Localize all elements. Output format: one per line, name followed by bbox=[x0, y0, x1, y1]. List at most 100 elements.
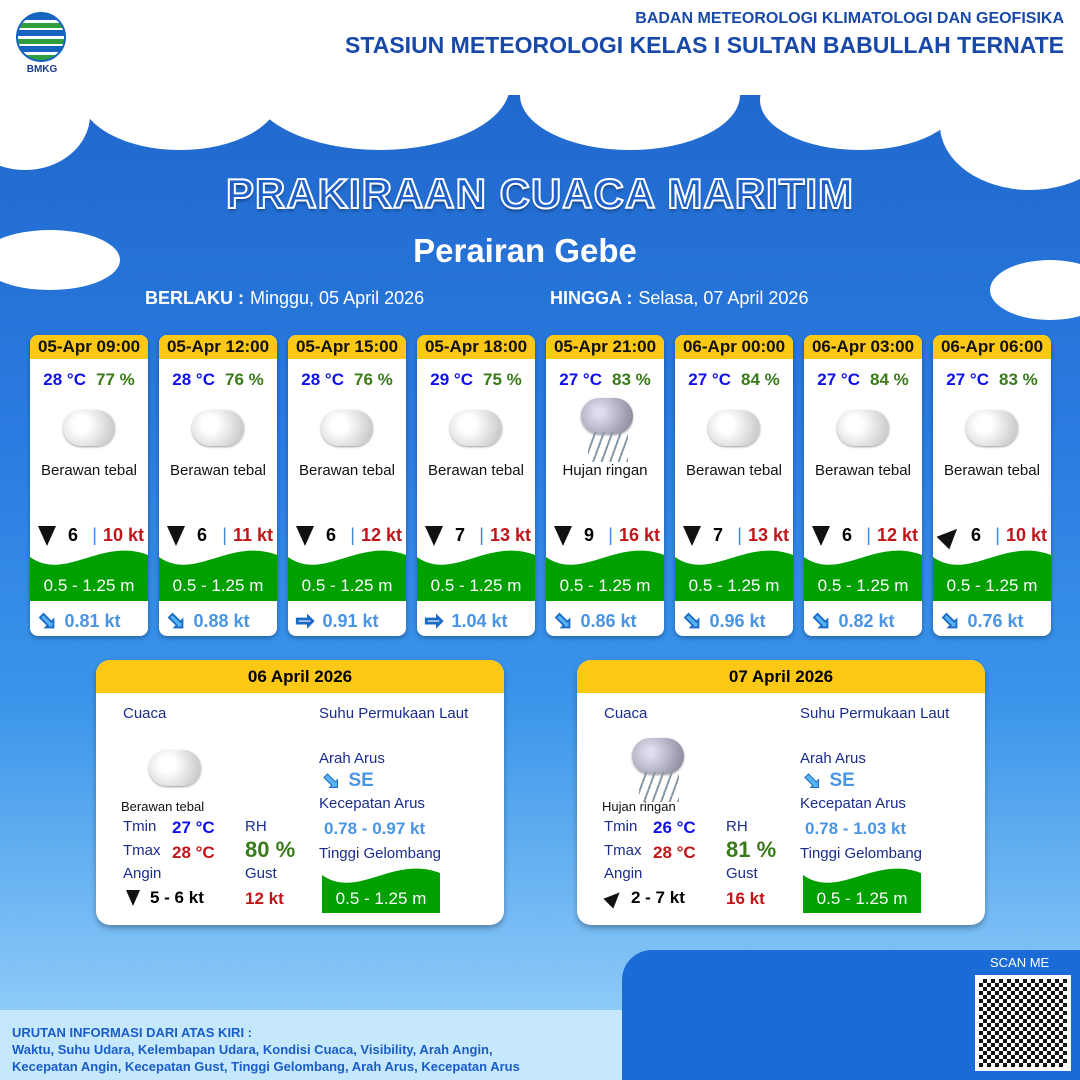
current-speed: 0.91 kt bbox=[322, 610, 379, 631]
daily-summary-card: 06 April 2026 Cuaca Berawan tebal Tmin 2… bbox=[96, 660, 504, 925]
forecast-time: 05-Apr 15:00 bbox=[288, 335, 406, 359]
forecast-time: 06-Apr 00:00 bbox=[675, 335, 793, 359]
current-speed-value: 0.78 - 0.97 kt bbox=[324, 819, 426, 838]
current-dir-label: Arah Arus bbox=[800, 750, 866, 767]
divider: | bbox=[350, 525, 355, 545]
tmin-value: 27 °C bbox=[172, 818, 215, 837]
forecast-card: 06-Apr 06:00 27 °C 83 % Berawan tebal 6 | 1… bbox=[933, 335, 1051, 636]
air-temp: 27 °C bbox=[559, 370, 602, 389]
wind-direction-icon bbox=[167, 525, 185, 546]
wave-height: 0.5 - 1.25 m bbox=[288, 547, 406, 601]
air-temp: 28 °C bbox=[172, 370, 215, 389]
humidity: 76 % bbox=[353, 370, 393, 389]
weather-desc: Berawan tebal bbox=[121, 799, 205, 814]
wave-height: 0.5 - 1.25 m bbox=[322, 865, 440, 913]
valid-from: BERLAKU : Minggu, 05 April 2026 bbox=[145, 288, 425, 308]
current-speed-label: Kecepatan Arus bbox=[319, 795, 425, 812]
daily-date: 06 April 2026 bbox=[96, 660, 504, 693]
humidity: 84 % bbox=[740, 370, 780, 389]
scan-me-label: SCAN ME bbox=[990, 955, 1050, 970]
current-speed: 0.81 kt bbox=[64, 610, 121, 631]
wind-range: 2 - 7 kt bbox=[631, 888, 685, 907]
wind-speed: 6 bbox=[842, 525, 853, 545]
wave-label: Tinggi Gelombang bbox=[319, 845, 442, 862]
forecast-card: 06-Apr 03:00 27 °C 84 % Berawan tebal 6 | 1… bbox=[804, 335, 922, 636]
cloud-icon bbox=[288, 398, 406, 458]
current-direction-icon: ⬊ bbox=[802, 768, 822, 794]
valid-to: HINGGA : Selasa, 07 April 2026 bbox=[550, 288, 809, 308]
air-temp: 28 °C bbox=[43, 370, 86, 389]
wave-height: 0.5 - 1.25 m bbox=[546, 547, 664, 601]
forecast-time: 06-Apr 06:00 bbox=[933, 335, 1051, 359]
divider: | bbox=[737, 525, 742, 545]
forecast-card: 06-Apr 00:00 27 °C 84 % Berawan tebal 7 | 1… bbox=[675, 335, 793, 636]
cloud-decoration bbox=[520, 40, 740, 150]
wind-speed: 6 bbox=[326, 525, 337, 545]
sst-label: Suhu Permukaan Laut bbox=[319, 705, 469, 722]
forecast-card: 05-Apr 09:00 28 °C 77 % Berawan tebal 6 | 1… bbox=[30, 335, 148, 636]
current-dir-value: SE bbox=[348, 770, 374, 791]
wave-height: 0.5 - 1.25 m bbox=[30, 547, 148, 601]
wind-speed: 7 bbox=[455, 525, 466, 545]
current-speed: 0.82 kt bbox=[838, 610, 895, 631]
forecast-card: 05-Apr 18:00 29 °C 75 % Berawan tebal 7 | 1… bbox=[417, 335, 535, 636]
current-speed-label: Kecepatan Arus bbox=[800, 795, 906, 812]
air-temp: 27 °C bbox=[946, 370, 989, 389]
tmax-value: 28 °C bbox=[172, 843, 215, 862]
forecast-card: 05-Apr 12:00 28 °C 76 % Berawan tebal 6 | 1… bbox=[159, 335, 277, 636]
wave-height: 0.5 - 1.25 m bbox=[675, 547, 793, 601]
cloud-decoration bbox=[80, 40, 280, 150]
daily-summary-card: 07 April 2026 Cuaca Hujan ringan Tmin 26… bbox=[577, 660, 985, 925]
weather-label: Cuaca bbox=[604, 705, 648, 722]
forecast-time: 06-Apr 03:00 bbox=[804, 335, 922, 359]
gust-speed: 12 kt bbox=[876, 525, 918, 545]
tmin-label: Tmin bbox=[604, 818, 638, 835]
wave-height: 0.5 - 1.25 m bbox=[159, 547, 277, 601]
wind-direction-icon bbox=[683, 525, 701, 546]
cloud-decoration bbox=[990, 260, 1080, 320]
divider: | bbox=[92, 525, 97, 545]
info-order-note: URUTAN INFORMASI DARI ATAS KIRI : Waktu, … bbox=[12, 1025, 520, 1074]
weather-desc: Berawan tebal bbox=[299, 462, 395, 479]
qr-code[interactable] bbox=[975, 975, 1071, 1071]
cloud-icon bbox=[30, 398, 148, 458]
wind-speed: 6 bbox=[68, 525, 79, 545]
tmax-value: 28 °C bbox=[653, 843, 696, 862]
weather-desc: Hujan ringan bbox=[602, 799, 676, 814]
air-temp: 27 °C bbox=[817, 370, 860, 389]
gust-speed: 11 kt bbox=[232, 525, 273, 545]
current-speed: 0.88 kt bbox=[193, 610, 250, 631]
cloud-icon bbox=[804, 398, 922, 458]
divider: | bbox=[995, 525, 1000, 545]
cloud-decoration bbox=[760, 50, 960, 150]
divider: | bbox=[222, 525, 227, 545]
forecast-card: 05-Apr 15:00 28 °C 76 % Berawan tebal 6 | 1… bbox=[288, 335, 406, 636]
current-direction-icon: ⬊ bbox=[166, 608, 186, 634]
current-direction-icon: ⬊ bbox=[811, 608, 831, 634]
wind-direction-icon bbox=[554, 525, 572, 546]
humidity: 84 % bbox=[869, 370, 909, 389]
wind-direction-icon bbox=[126, 890, 140, 906]
rh-value: 80 % bbox=[245, 837, 296, 862]
humidity: 83 % bbox=[611, 370, 651, 389]
divider: | bbox=[608, 525, 613, 545]
weather-label: Cuaca bbox=[123, 705, 167, 722]
divider: | bbox=[479, 525, 484, 545]
current-speed: 0.96 kt bbox=[709, 610, 766, 631]
tmax-label: Tmax bbox=[604, 842, 642, 859]
bmkg-logo: BMKG bbox=[16, 12, 68, 75]
rh-value: 81 % bbox=[726, 837, 777, 862]
wind-label: Angin bbox=[604, 865, 643, 882]
wave-height: 0.5 - 1.25 m bbox=[933, 547, 1051, 601]
cloud-decoration bbox=[940, 60, 1080, 190]
wave-height: 0.5 - 1.25 m bbox=[417, 547, 535, 601]
cloud-decoration bbox=[0, 230, 120, 290]
wind-speed: 6 bbox=[971, 525, 982, 545]
gust-speed: 16 kt bbox=[618, 525, 660, 545]
wave-height: 0.5 - 1.25 m bbox=[804, 547, 922, 601]
humidity: 75 % bbox=[482, 370, 522, 389]
wind-direction-icon bbox=[296, 525, 314, 546]
current-direction-icon: ⬊ bbox=[321, 768, 341, 794]
wind-direction-icon bbox=[603, 887, 625, 909]
wind-speed: 9 bbox=[584, 525, 595, 545]
